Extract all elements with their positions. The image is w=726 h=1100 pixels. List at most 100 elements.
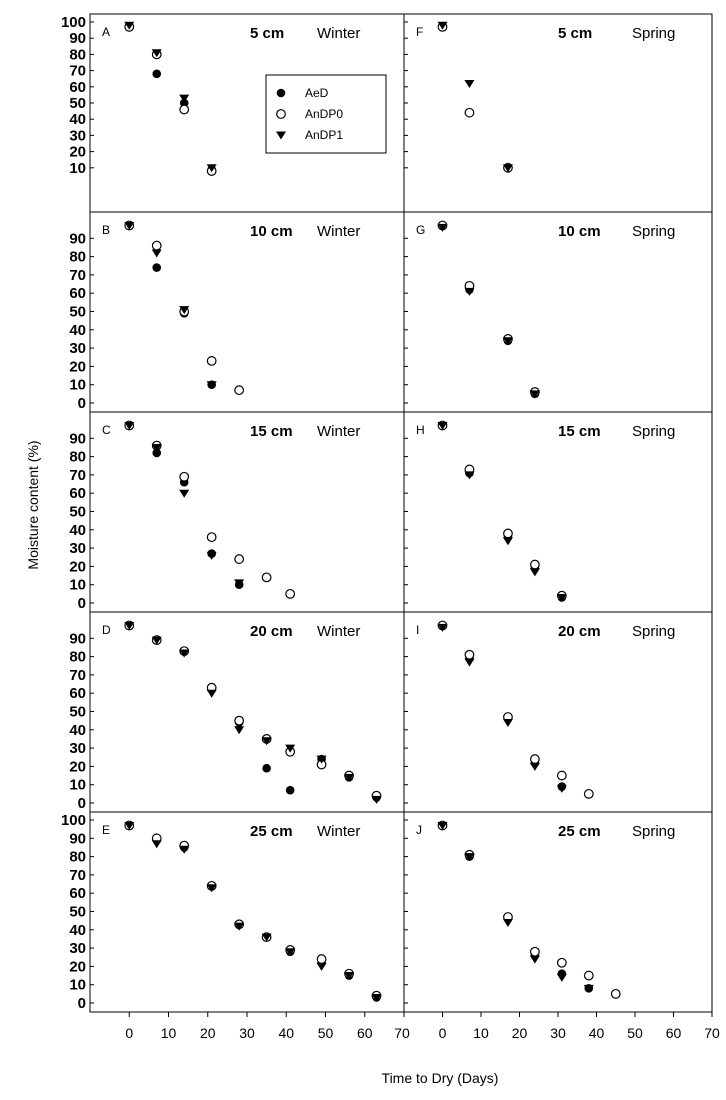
x-tick-label: 20 (200, 1025, 216, 1041)
data-point-andp0 (316, 954, 327, 964)
y-tick-label: 70 (69, 267, 86, 284)
data-point-andp1 (151, 49, 162, 58)
data-point-andp1 (261, 933, 272, 942)
x-tick-label: 30 (550, 1025, 566, 1041)
x-tick-label: 60 (666, 1025, 682, 1041)
x-tick-label: 10 (161, 1025, 177, 1041)
y-tick-label: 70 (69, 867, 86, 884)
data-point-andp1 (206, 689, 217, 698)
data-point-andp1 (437, 821, 448, 830)
data-point-andp1 (437, 223, 448, 232)
data-point-andp1 (234, 579, 245, 588)
data-point-andp1 (437, 21, 448, 30)
season-label: Spring (632, 223, 675, 240)
data-point-andp1 (151, 443, 162, 452)
data-point-andp0 (234, 385, 245, 396)
x-axis-label: Time to Dry (Days) (382, 1070, 499, 1086)
y-tick-label: 40 (69, 322, 86, 339)
data-point-andp0 (556, 770, 567, 781)
data-point-andp1 (464, 853, 475, 862)
data-point-andp1 (583, 984, 594, 993)
y-tick-label: 30 (69, 940, 86, 957)
y-tick-label: 70 (69, 667, 86, 684)
y-tick-label: 20 (69, 558, 86, 575)
y-tick-label: 90 (69, 230, 86, 247)
legend-label: AeD (305, 86, 329, 100)
data-point-andp0 (556, 957, 567, 968)
y-tick-label: 0 (78, 995, 86, 1012)
panel-letter: A (102, 25, 110, 39)
data-point-andp0 (530, 559, 540, 570)
y-tick-label: 100 (61, 812, 86, 829)
y-tick-label: 20 (69, 758, 86, 775)
y-tick-label: 10 (69, 160, 86, 177)
data-point-andp1 (285, 948, 296, 957)
season-label: Winter (317, 423, 360, 440)
data-point-andp1 (124, 221, 135, 230)
depth-label: 10 cm (558, 223, 601, 240)
data-point-andp1 (124, 21, 135, 30)
legend: AeD AnDP0 AnDP1 (265, 74, 387, 154)
data-point-andp1 (179, 489, 190, 498)
legend-marker-aed (276, 88, 286, 98)
x-tick-label: 0 (439, 1025, 447, 1041)
legend-label: AnDP0 (305, 107, 343, 121)
y-tick-label: 50 (69, 904, 86, 921)
x-axis: 0 10 20 30 40 50 60 70 0 10 20 30 40 50 60 70 (125, 1012, 720, 1041)
panel-frame (403, 811, 713, 1013)
data-point-andp0 (234, 554, 245, 564)
y-tick-label: 50 (69, 504, 86, 521)
season-label: Winter (317, 25, 360, 42)
data-point-aed (262, 763, 271, 773)
panel-frame (89, 211, 405, 413)
legend-marker-andp0 (276, 109, 286, 119)
season-label: Spring (632, 623, 675, 640)
y-tick-label: 50 (69, 304, 86, 321)
data-point-andp1 (502, 537, 513, 546)
data-point-andp1 (316, 755, 327, 764)
y-tick-label: 80 (69, 249, 86, 266)
data-point-andp0 (179, 104, 190, 115)
depth-label: 25 cm (250, 823, 293, 840)
x-tick-label: 20 (512, 1025, 528, 1041)
y-tick-label: 60 (69, 885, 86, 902)
panel-frame (89, 411, 405, 613)
data-point-andp0 (261, 572, 272, 583)
data-point-andp0 (583, 788, 594, 799)
data-point-andp1 (556, 973, 567, 982)
data-point-andp0 (464, 649, 475, 660)
data-point-andp0 (234, 715, 245, 726)
y-tick-label: 30 (69, 540, 86, 557)
x-tick-label: 70 (394, 1025, 410, 1041)
depth-label: 15 cm (250, 423, 293, 440)
data-point-andp1 (179, 94, 190, 103)
data-point-aed (285, 785, 295, 795)
y-tick-label: 90 (69, 30, 86, 47)
data-point-andp0 (464, 107, 475, 118)
y-tick-label: 40 (69, 722, 86, 739)
data-point-andp1 (464, 471, 475, 480)
data-point-andp1 (556, 784, 567, 793)
panel-letter: D (102, 623, 111, 637)
data-point-andp1 (529, 762, 540, 771)
data-point-andp1 (124, 821, 135, 830)
data-point-andp1 (437, 421, 448, 430)
panel-frame (403, 211, 713, 413)
x-tick-label: 10 (473, 1025, 489, 1041)
panel-frame (403, 411, 713, 613)
legend-marker-andp1 (276, 131, 286, 140)
y-tick-label: 10 (69, 577, 86, 594)
panel-letter: F (416, 25, 423, 39)
depth-label: 5 cm (558, 25, 592, 42)
y-tick-label: 20 (69, 958, 86, 975)
data-point-andp1 (502, 164, 513, 173)
legend-entries: AeD AnDP0 AnDP1 (276, 86, 343, 142)
season-label: Winter (317, 223, 360, 240)
panel-f: F 5 cm Spring (403, 13, 713, 213)
y-tick-label: 30 (69, 340, 86, 357)
data-point-andp0 (583, 970, 594, 981)
y-tick-label: 80 (69, 46, 86, 63)
season-label: Spring (632, 25, 675, 42)
